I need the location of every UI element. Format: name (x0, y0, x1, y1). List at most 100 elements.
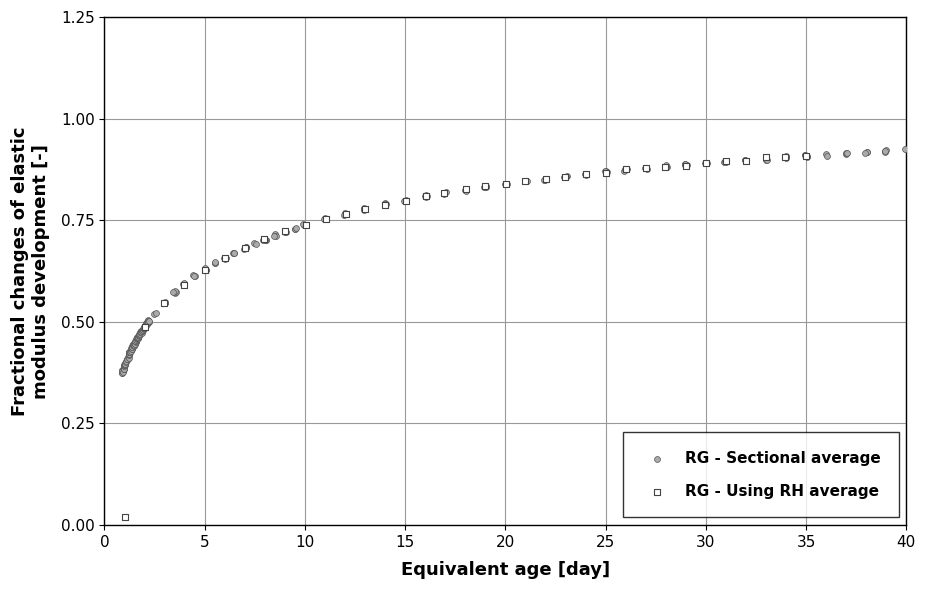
RG - Sectional average (839, 150, 854, 159)
RG - Sectional average (126, 340, 141, 350)
RG - Sectional average (717, 156, 732, 166)
RG - Sectional average (737, 155, 752, 165)
RG - Sectional average (124, 345, 139, 354)
RG - Sectional average (219, 253, 234, 263)
RG - Sectional average (133, 330, 147, 339)
RG - Using RH average (218, 253, 233, 263)
RG - Sectional average (288, 223, 303, 232)
RG - Sectional average (115, 366, 130, 376)
RG - Sectional average (188, 271, 203, 280)
RG - Sectional average (559, 172, 574, 181)
RG - Sectional average (858, 149, 873, 158)
RG - Sectional average (797, 150, 812, 160)
RG - Sectional average (396, 196, 411, 205)
RG - Sectional average (142, 317, 157, 326)
RG - Sectional average (898, 145, 913, 154)
RG - Sectional average (137, 323, 152, 332)
RG - Using RH average (699, 158, 714, 168)
RG - Sectional average (877, 147, 892, 156)
RG - Sectional average (120, 354, 134, 363)
RG - Sectional average (122, 348, 137, 357)
RG - Sectional average (140, 320, 155, 329)
RG - Sectional average (239, 242, 254, 251)
RG - Sectional average (258, 235, 273, 244)
RG - Sectional average (640, 165, 654, 174)
RG - Sectional average (140, 317, 155, 326)
RG - Sectional average (141, 315, 156, 324)
RG - Sectional average (133, 327, 148, 336)
RG - Sectional average (678, 159, 692, 168)
RG - Sectional average (297, 220, 311, 230)
RG - Using RH average (578, 169, 593, 179)
RG - Sectional average (129, 337, 144, 346)
RG - Sectional average (208, 258, 222, 267)
RG - Sectional average (419, 192, 434, 201)
RG - Sectional average (617, 165, 632, 174)
RG - Sectional average (860, 147, 875, 156)
RG - Sectional average (120, 355, 134, 364)
RG - Sectional average (133, 327, 147, 337)
RG - Sectional average (117, 365, 132, 374)
RG - Sectional average (125, 342, 140, 351)
RG - Sectional average (238, 242, 253, 251)
RG - Sectional average (127, 339, 142, 348)
RG - Sectional average (298, 220, 312, 230)
RG - Using RH average (117, 512, 132, 522)
RG - Sectional average (419, 192, 434, 201)
RG - Sectional average (258, 235, 273, 245)
RG - Sectional average (718, 157, 733, 166)
RG - Sectional average (186, 271, 201, 281)
RG - Sectional average (438, 187, 453, 196)
RG - Sectional average (141, 317, 156, 327)
RG - Sectional average (125, 342, 140, 352)
RG - Sectional average (878, 147, 893, 156)
RG - Using RH average (157, 299, 171, 308)
RG - Sectional average (132, 331, 146, 340)
RG - Sectional average (122, 347, 137, 356)
RG - Sectional average (277, 227, 292, 237)
RG - Using RH average (358, 204, 373, 213)
RG - Sectional average (130, 333, 145, 343)
RG - Sectional average (819, 151, 834, 160)
RG - Sectional average (158, 298, 172, 307)
RG - Sectional average (136, 324, 151, 333)
RG - Sectional average (659, 163, 674, 172)
RG - Sectional average (556, 172, 571, 182)
RG - Sectional average (128, 339, 143, 348)
RG - Sectional average (198, 265, 213, 274)
RG - Sectional average (557, 172, 572, 181)
RG - Sectional average (129, 336, 144, 345)
RG - Sectional average (136, 323, 151, 332)
RG - Sectional average (158, 297, 172, 307)
RG - Sectional average (133, 327, 148, 337)
RG - Sectional average (121, 349, 136, 358)
RG - Sectional average (131, 332, 146, 341)
RG - Sectional average (377, 199, 392, 208)
RG - Sectional average (146, 309, 161, 319)
RG - Sectional average (437, 189, 451, 199)
RG - Sectional average (130, 334, 145, 343)
RG - Sectional average (798, 150, 813, 159)
RG - Sectional average (227, 248, 242, 257)
RG - Sectional average (838, 148, 853, 158)
RG - Sectional average (499, 179, 514, 189)
RG - Sectional average (115, 368, 130, 378)
RG - Sectional average (236, 244, 251, 253)
RG - Sectional average (134, 327, 149, 336)
RG - Sectional average (119, 356, 133, 366)
RG - Sectional average (140, 318, 155, 327)
RG - Using RH average (398, 196, 413, 205)
RG - Using RH average (237, 244, 252, 253)
RG - Sectional average (779, 152, 794, 162)
RG - Sectional average (537, 175, 552, 184)
RG - Sectional average (124, 345, 139, 354)
RG - Sectional average (268, 230, 283, 239)
RG - Sectional average (148, 308, 163, 317)
RG - Using RH average (598, 168, 613, 178)
RG - Sectional average (277, 227, 292, 237)
RG - Sectional average (337, 208, 352, 218)
RG - Sectional average (377, 199, 392, 208)
RG - Sectional average (519, 176, 534, 186)
RG - Sectional average (118, 360, 133, 369)
RG - Sectional average (128, 337, 143, 346)
